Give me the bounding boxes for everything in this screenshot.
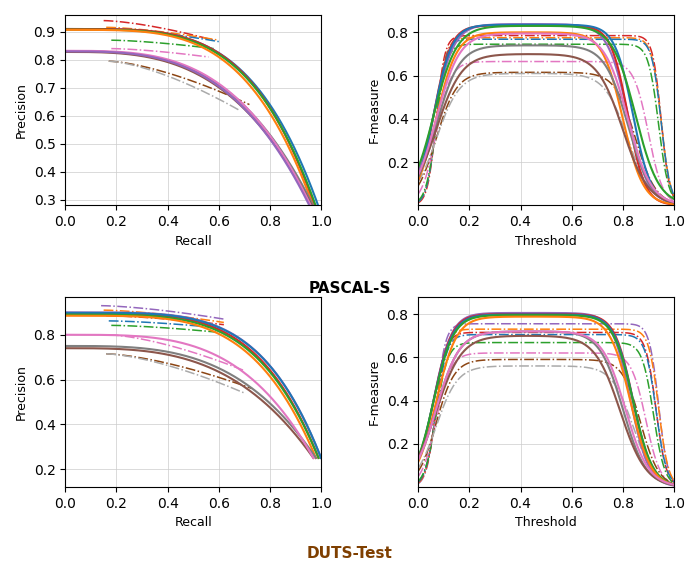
- X-axis label: Recall: Recall: [174, 517, 212, 530]
- Y-axis label: F-measure: F-measure: [368, 77, 381, 143]
- X-axis label: Recall: Recall: [174, 235, 212, 248]
- Text: DUTS-Test: DUTS-Test: [307, 547, 393, 561]
- Text: PASCAL-S: PASCAL-S: [309, 281, 391, 295]
- X-axis label: Threshold: Threshold: [515, 235, 577, 248]
- Y-axis label: F-measure: F-measure: [368, 359, 381, 425]
- Y-axis label: Precision: Precision: [15, 364, 28, 420]
- Y-axis label: Precision: Precision: [15, 82, 28, 138]
- X-axis label: Threshold: Threshold: [515, 517, 577, 530]
